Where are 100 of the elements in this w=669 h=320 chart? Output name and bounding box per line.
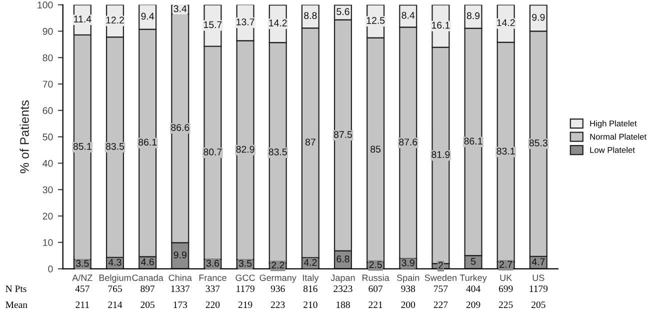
- data-label: 3.4: [174, 5, 187, 12]
- data-label: 85.3: [529, 140, 548, 146]
- y-tick-label: 0: [48, 266, 53, 272]
- data-label: 82.9: [236, 146, 254, 153]
- data-label: 4.3: [108, 258, 122, 266]
- x-tick-label: Italy: [302, 274, 319, 283]
- text: 227: [434, 302, 448, 308]
- y-tick-label: 70: [42, 80, 53, 88]
- text: 220: [206, 301, 220, 308]
- x-tick-label: UK: [500, 274, 512, 281]
- data-label: 5: [470, 258, 476, 265]
- data-label: 86.1: [138, 138, 157, 146]
- y-tick-label: 10: [43, 239, 53, 246]
- text: 457: [75, 286, 90, 292]
- data-label: 3.9: [402, 259, 414, 266]
- data-label: 8.9: [466, 12, 480, 20]
- text: Mean: [6, 302, 28, 308]
- text: 816: [303, 285, 318, 292]
- x-tick-label: Spain: [396, 274, 420, 283]
- data-label: 9.9: [532, 14, 545, 21]
- data-label: 83.5: [106, 142, 124, 150]
- y-axis-title: % of Patients: [20, 100, 29, 174]
- text: 219: [238, 302, 252, 308]
- data-label: 9.9: [174, 251, 186, 258]
- data-label: 3.6: [206, 260, 220, 267]
- text: 223: [270, 302, 285, 308]
- text: 404: [466, 285, 480, 292]
- text: 897: [140, 285, 155, 292]
- y-tick-label: 40: [42, 160, 53, 167]
- data-label: 81.9: [432, 151, 450, 158]
- data-label: 4.2: [304, 258, 317, 266]
- data-label: 85.1: [73, 142, 92, 150]
- data-label: 4.7: [532, 258, 545, 266]
- legend-label: Low Platelet: [590, 146, 635, 153]
- text: 205: [532, 301, 546, 308]
- data-label: 83.5: [268, 148, 287, 156]
- legend-label: High Platelet: [590, 120, 637, 128]
- data-label: 86.6: [171, 124, 190, 131]
- x-tick-label: Belgium: [99, 274, 131, 283]
- data-label: 15.7: [204, 21, 222, 28]
- x-tick-label: France: [199, 274, 226, 281]
- text: 1179: [530, 286, 548, 292]
- y-tick-label: 50: [42, 134, 53, 140]
- data-label: 3.5: [238, 260, 252, 267]
- data-label: 2.5: [369, 261, 382, 268]
- x-tick-label: Russia: [362, 274, 390, 281]
- data-label: 3.5: [76, 260, 89, 267]
- text: 225: [498, 302, 513, 308]
- y-tick-label: 90: [42, 28, 53, 35]
- text: 2323: [334, 286, 352, 292]
- text: 1179: [236, 286, 254, 292]
- x-tick-label: Sweden: [424, 274, 456, 281]
- data-label: 16.1: [432, 22, 450, 29]
- y-tick-label: 100: [38, 2, 53, 8]
- data-label: 83.1: [496, 148, 515, 155]
- data-label: 8.8: [304, 12, 317, 20]
- text: 1337: [171, 286, 190, 292]
- text: 205: [140, 301, 154, 308]
- text: 337: [206, 286, 220, 292]
- data-label: 14.2: [269, 20, 287, 26]
- text: 210: [304, 301, 318, 308]
- x-tick-label: Japan: [330, 274, 355, 283]
- data-label: 9.4: [141, 12, 154, 20]
- text: 936: [270, 286, 285, 292]
- text: 938: [401, 285, 416, 292]
- data-label: 80.7: [204, 148, 222, 156]
- text: 209: [466, 301, 480, 308]
- x-tick-label: US: [532, 274, 544, 281]
- legend-label: Normal Platelet: [590, 134, 646, 140]
- data-label: 4.6: [141, 258, 154, 266]
- y-tick-label: 30: [42, 186, 53, 194]
- y-tick-label: 20: [42, 212, 53, 220]
- text: 211: [76, 302, 89, 308]
- x-tick-label: China: [168, 274, 192, 281]
- y-tick-label: 80: [42, 54, 53, 62]
- text: 765: [108, 286, 122, 292]
- x-tick-label: A/NZ: [72, 274, 92, 281]
- text: 607: [368, 285, 383, 292]
- text: 173: [174, 302, 188, 308]
- data-label: 87.6: [399, 138, 418, 146]
- x-tick-label: GCC: [236, 274, 255, 281]
- text: 699: [498, 286, 513, 292]
- data-label: 5.6: [336, 8, 350, 16]
- text: 188: [336, 301, 350, 308]
- data-label: 87.5: [334, 131, 352, 138]
- data-label: 13.7: [236, 18, 254, 26]
- data-label: 14.2: [497, 19, 515, 26]
- data-label: 86.1: [464, 138, 482, 145]
- data-label: 11.4: [74, 16, 92, 22]
- data-label: 12.2: [106, 16, 124, 24]
- data-label: 2.7: [500, 260, 512, 268]
- x-tick-label: Turkey: [460, 274, 487, 283]
- y-tick-label: 60: [42, 107, 53, 114]
- text: N Pts: [6, 286, 26, 292]
- text: 757: [434, 286, 448, 292]
- x-tick-label: Canada: [132, 274, 164, 281]
- data-label: 87: [305, 138, 316, 146]
- text: 214: [108, 302, 122, 308]
- data-label: 8.4: [402, 12, 415, 19]
- text: 200: [401, 301, 416, 308]
